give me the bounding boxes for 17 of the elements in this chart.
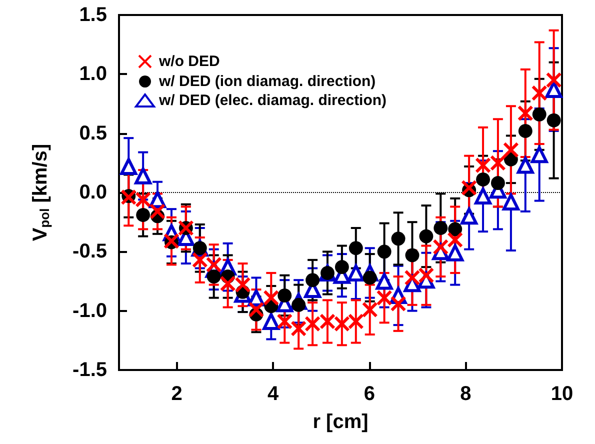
x-tick-label: 6: [364, 383, 375, 405]
y-axis-title: Vpol [km/s]: [30, 144, 52, 242]
y-tick-label: -1.5: [72, 359, 107, 381]
y-tick-label: -1.0: [72, 300, 107, 322]
legend-label: w/o DED: [158, 53, 220, 70]
x-tick-label: 4: [268, 383, 280, 405]
legend-label: w/ DED (elec. diamag. direction): [158, 92, 387, 109]
y-tick-label: 1.5: [79, 4, 107, 26]
y-tick-label: -0.5: [72, 240, 107, 263]
legend-label: w/ DED (ion diamag. direction): [158, 73, 376, 90]
y-tick-label: 0.5: [79, 122, 107, 144]
y-tick-label: 0.0: [79, 182, 107, 204]
x-axis-title: r [cm]: [312, 411, 368, 433]
x-tick-label: 10: [550, 383, 574, 405]
y-tick-label: 1.0: [79, 63, 107, 86]
x-tick-label: 8: [460, 383, 472, 405]
x-tick-label: 2: [171, 383, 182, 405]
